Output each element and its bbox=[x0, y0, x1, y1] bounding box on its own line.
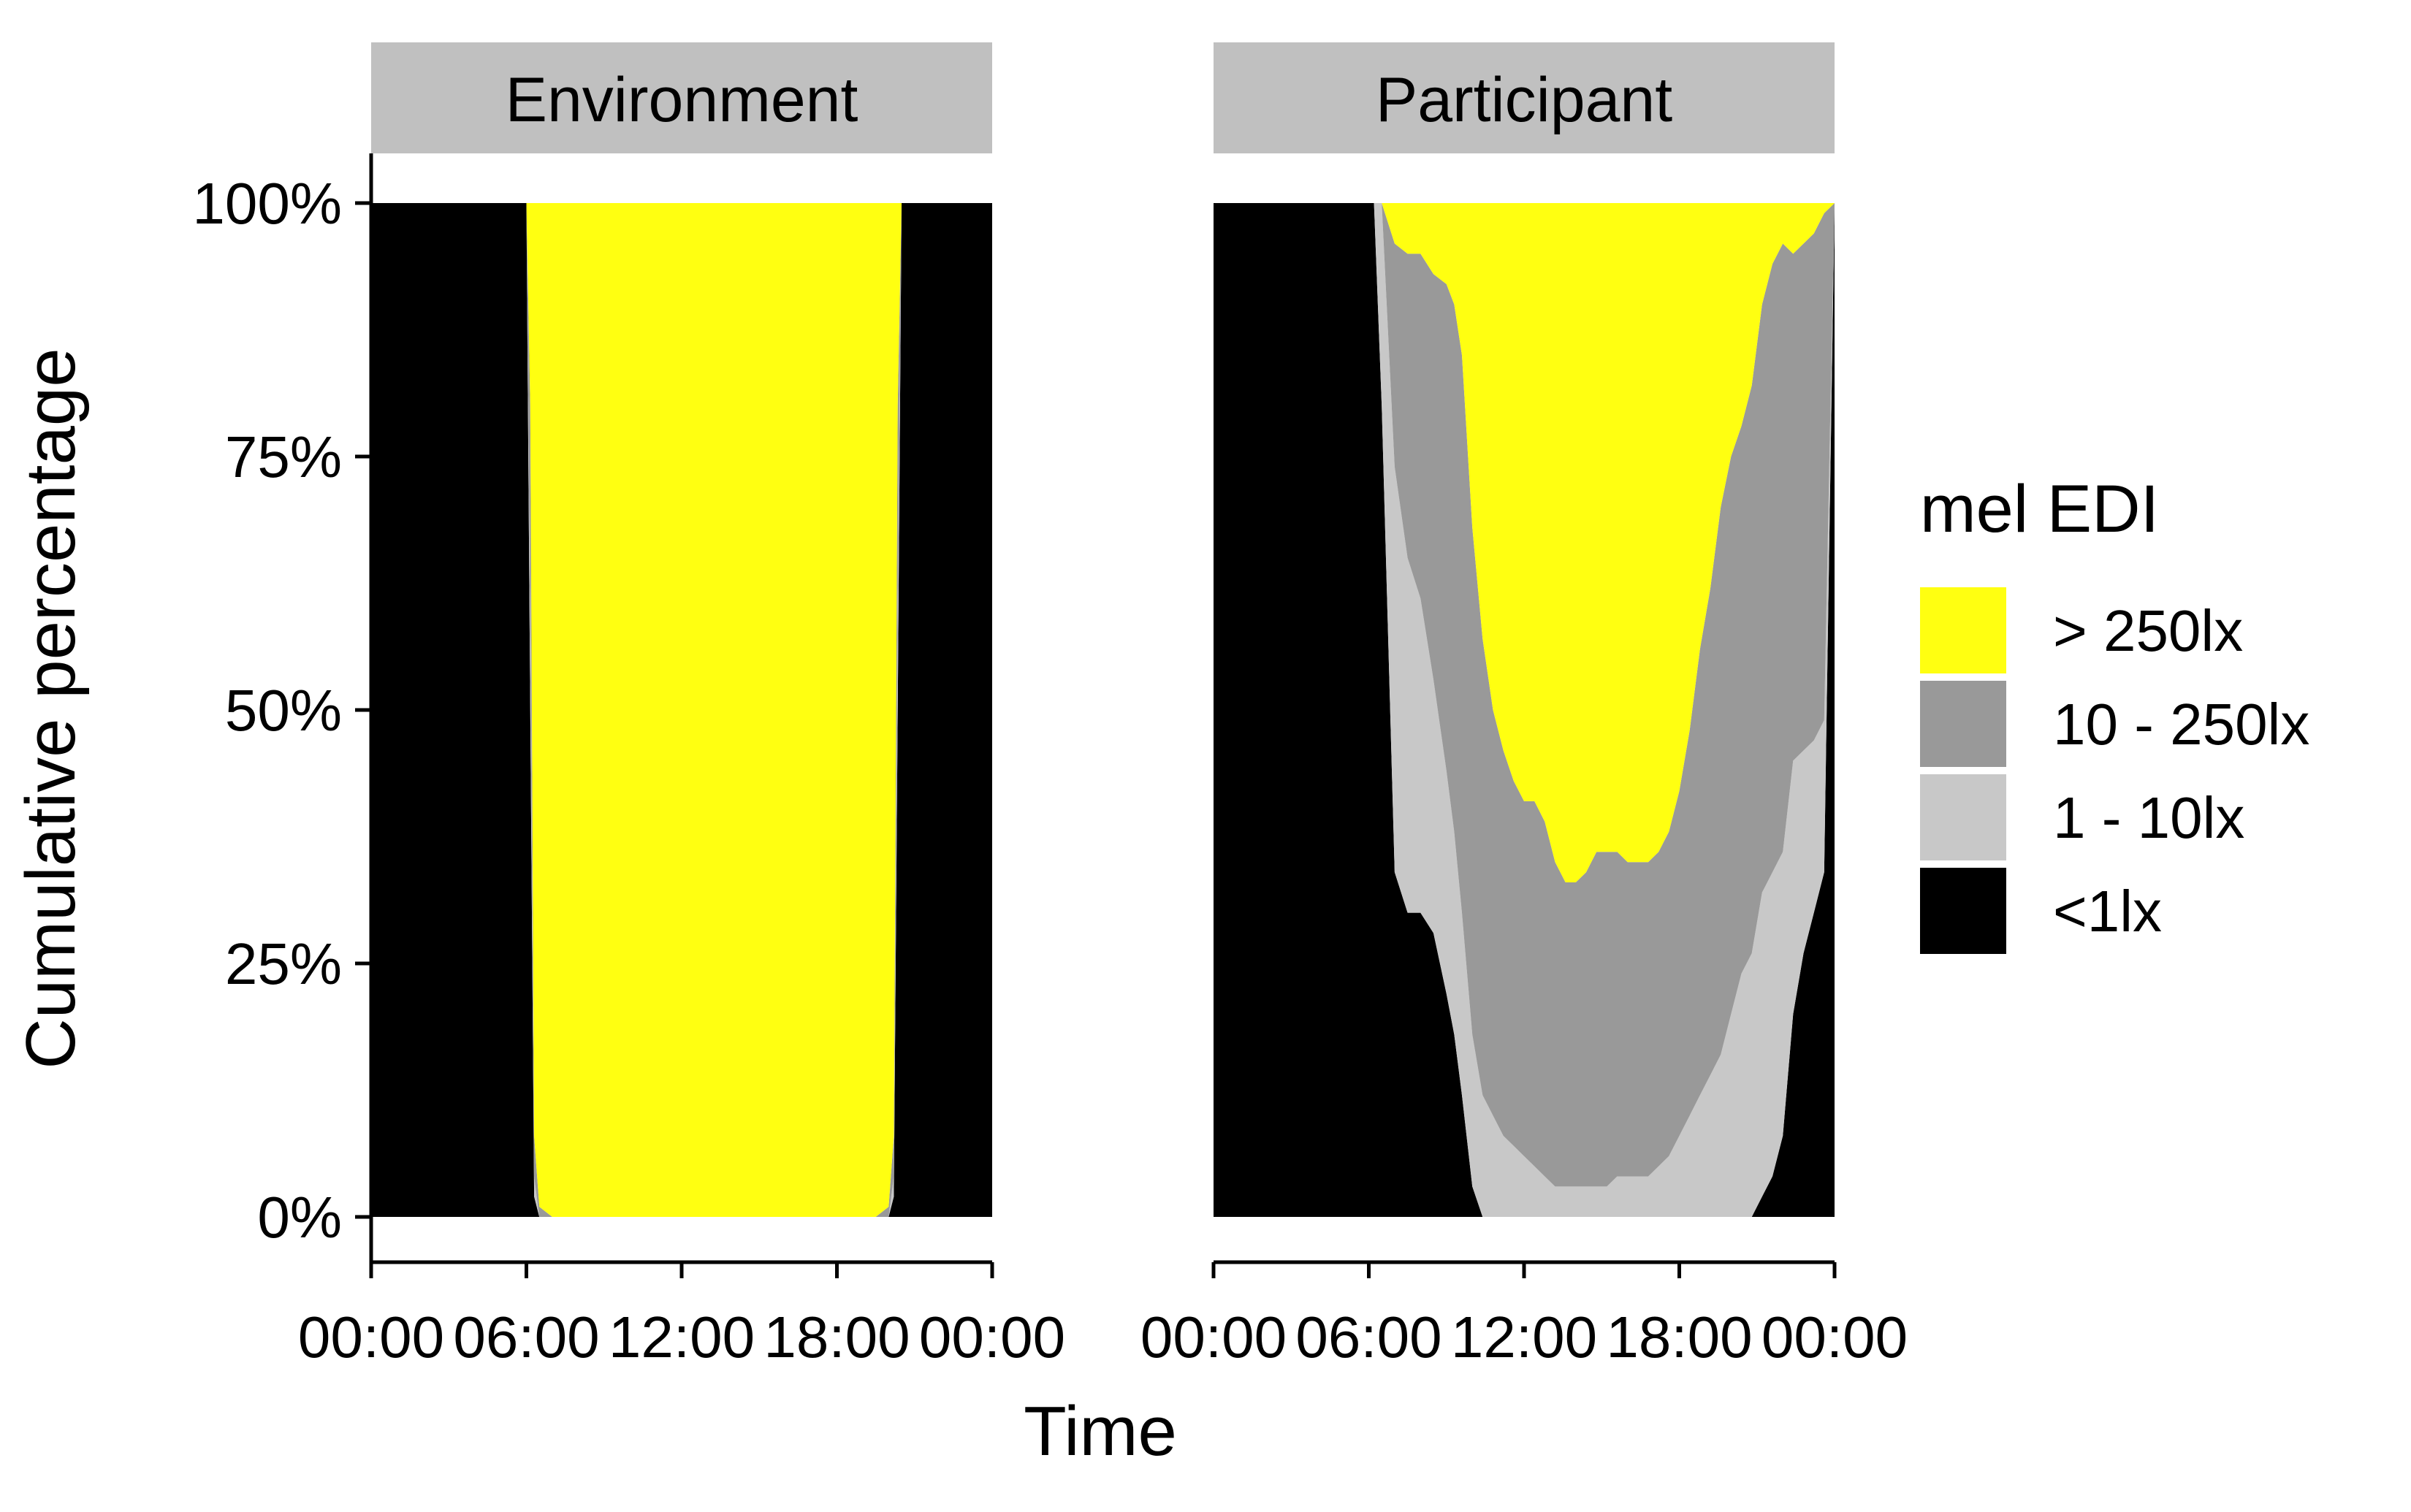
legend: mel EDI > 250lx 10 - 250lx 1 - 10lx <1lx bbox=[1920, 472, 2309, 954]
x-tick-label: 00:00 bbox=[1761, 1305, 1908, 1370]
legend-key-1-10lx bbox=[1920, 774, 2006, 860]
x-tick-label: 06:00 bbox=[453, 1305, 599, 1370]
area-250lx bbox=[1214, 203, 1835, 882]
area-1lx bbox=[371, 203, 992, 1217]
x-tick-label: 12:00 bbox=[609, 1305, 755, 1370]
x-tick-label: 00:00 bbox=[1140, 1305, 1287, 1370]
y-axis: 0% 25% 50% 75% 100% bbox=[192, 153, 373, 1262]
y-tick-label: 100% bbox=[192, 171, 342, 236]
area-1lx bbox=[1214, 203, 1835, 1217]
y-tick-label: 75% bbox=[225, 424, 342, 489]
facet-strip-label: Participant bbox=[1376, 65, 1672, 135]
legend-key-250lx bbox=[1920, 587, 2006, 673]
area-1-10lx bbox=[1214, 203, 1835, 1217]
legend-title: mel EDI bbox=[1920, 472, 2159, 546]
legend-label-250lx: > 250lx bbox=[2053, 598, 2243, 663]
x-tick-label: 18:00 bbox=[763, 1305, 910, 1370]
y-tick-label: 50% bbox=[225, 678, 342, 743]
area-250lx bbox=[371, 203, 992, 1217]
x-tick-label: 00:00 bbox=[298, 1305, 444, 1370]
y-axis-title: Cumulative percentage bbox=[12, 348, 90, 1069]
legend-label-10-250lx: 10 - 250lx bbox=[2053, 692, 2309, 757]
facet-strip-label: Environment bbox=[506, 65, 858, 135]
x-tick-label: 18:00 bbox=[1606, 1305, 1752, 1370]
facet-strip bbox=[371, 42, 992, 153]
x-tick-label: 06:00 bbox=[1295, 1305, 1441, 1370]
legend-key-10-250lx bbox=[1920, 681, 2006, 767]
legend-label-1lx: <1lx bbox=[2053, 879, 2162, 944]
y-tick-label: 0% bbox=[257, 1185, 342, 1250]
legend-label-1-10lx: 1 - 10lx bbox=[2053, 785, 2244, 850]
area-10-250lx bbox=[1214, 203, 1835, 1187]
y-tick-label: 25% bbox=[225, 931, 342, 996]
x-axis-title: Time bbox=[1024, 1392, 1177, 1470]
x-tick-label: 12:00 bbox=[1451, 1305, 1597, 1370]
legend-key-1lx bbox=[1920, 868, 2006, 954]
facet-strip bbox=[1214, 42, 1835, 153]
x-tick-label: 00:00 bbox=[919, 1305, 1065, 1370]
